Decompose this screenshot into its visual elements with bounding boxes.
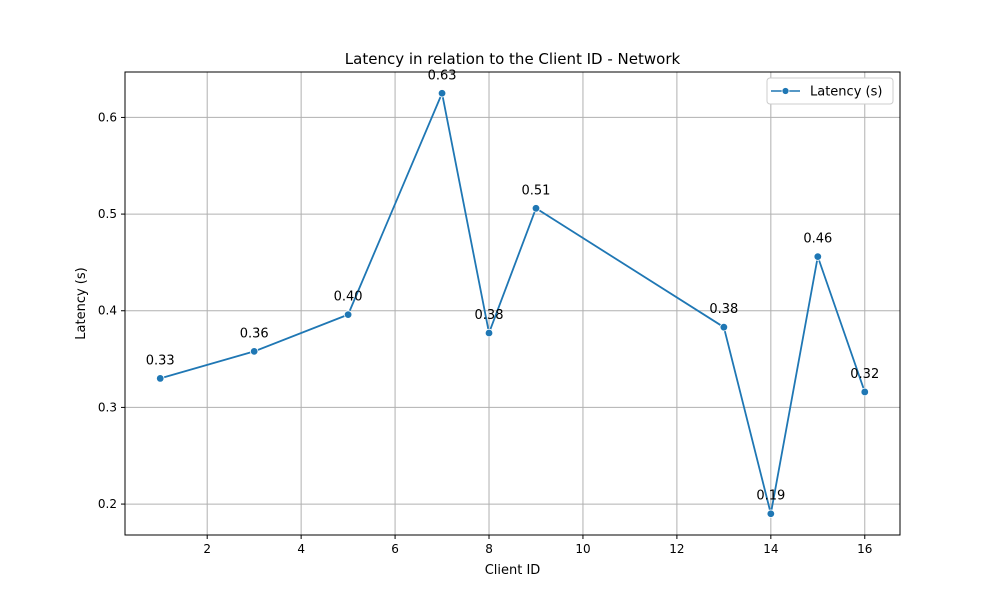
data-label: 0.32 [850,367,879,382]
series [156,89,869,518]
data-point [813,252,823,261]
y-tick-label: 0.6 [98,110,117,124]
data-point [343,310,353,319]
data-label: 0.63 [428,68,457,83]
data-point [437,89,447,98]
data-point [766,509,776,518]
data-label: 0.46 [803,232,832,247]
data-point [719,322,729,332]
plot-area [124,71,901,536]
y-tick-label: 0.4 [98,304,117,318]
grid [125,72,900,535]
y-tick-label: 0.3 [98,400,117,414]
data-point [249,347,259,356]
x-tick-label: 2 [203,542,211,556]
x-tick-label: 16 [857,542,872,556]
axis-ticks: 2 4 6 8 10 12 14 16 0.2 0.3 0.4 0.5 0.6 [98,110,873,556]
x-tick-label: 14 [763,542,778,556]
data-label: 0.38 [475,308,504,323]
legend-point-marker [781,87,790,95]
y-tick-label: 0.5 [98,207,117,221]
legend: Latency (s) [766,77,894,105]
x-tick-label: 12 [669,542,684,556]
x-axis-label: Client ID [485,563,541,578]
series-line [159,92,866,515]
legend-box [766,77,894,105]
data-point [484,328,494,338]
data-label: 0.51 [522,183,551,198]
y-tick-label: 0.2 [98,497,117,511]
data-label: 0.36 [240,326,269,341]
data-label: 0.40 [334,290,363,305]
data-point [860,387,869,397]
y-axis-label: Latency (s) [74,267,89,339]
data-labels: 0.33 0.36 0.40 0.63 0.38 0.51 0.38 0.19 0.46 0.32 [146,68,879,503]
legend-label: Latency (s) [810,85,882,100]
x-tick-label: 10 [575,542,590,556]
data-label: 0.33 [146,353,175,368]
chart-title: Latency in relation to the Client ID - N… [345,50,681,68]
x-tick-label: 8 [485,542,493,556]
data-label: 0.38 [709,302,738,317]
x-tick-label: 6 [391,542,399,556]
data-point [156,374,165,383]
data-label: 0.19 [756,489,785,504]
data-point [531,204,541,213]
x-tick-label: 4 [297,542,305,556]
